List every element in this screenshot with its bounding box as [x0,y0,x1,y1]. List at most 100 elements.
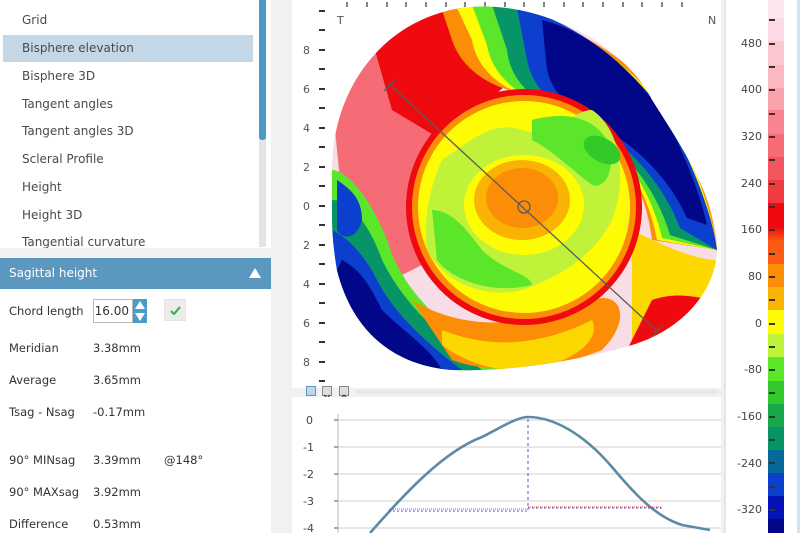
svg-text:-3: -3 [303,495,314,508]
average-value: 3.65mm [93,373,142,387]
tsag-nsag-label: Tsag - Nsag [9,405,75,419]
legend-tick [769,323,775,325]
legend-label-320: 320 [741,130,762,143]
meridian-value: 3.38mm [93,341,142,355]
panel-separator [0,248,271,258]
tsag-nsag-value: -0.17mm [93,405,146,419]
min-sag-label: 90° MINsag [9,453,76,467]
elevation-map[interactable] [292,0,721,388]
legend-label-480: 480 [741,37,762,50]
svg-text:-2: -2 [303,468,314,481]
legend-label-0: 0 [755,317,762,330]
nasal-label: N [708,14,717,27]
legend-tick [769,439,775,441]
legend-tick [769,486,775,488]
collapse-triangle-icon[interactable] [249,268,261,278]
legend-tick [769,19,775,21]
color-bar [768,0,784,533]
color-scale-legend: 480 400 320 240 160 80 0 -80 -160 -240 -… [724,0,800,533]
legend-label-160: 160 [741,223,762,236]
legend-label-neg240: -240 [737,457,762,470]
y-label-4-top: 4 [303,122,310,135]
window-edge [797,0,800,533]
legend-tick [769,206,775,208]
left-panel: Grid Bisphere elevation Bisphere 3D Tang… [0,0,271,533]
elevation-map-panel[interactable]: T N 8 6 4 2 0 2 4 6 8 [292,0,721,388]
stepper-down-icon[interactable] [135,313,145,321]
y-label-2-bottom: 2 [303,239,310,252]
temporal-cross-marker [383,78,397,92]
list-item-height[interactable]: Height [22,180,62,194]
y-label-2-top: 2 [303,161,310,174]
y-label-8-top: 8 [303,44,310,57]
legend-tick [769,509,775,511]
left-ticks [319,10,325,382]
legend-tick [769,416,775,418]
list-scrollbar-thumb[interactable] [259,0,266,140]
profile-curve [369,415,711,533]
list-item-scleral-profile[interactable]: Scleral Profile [22,152,104,166]
average-label: Average [9,373,57,387]
chord-length-label: Chord length [9,304,84,318]
legend-tick [769,113,775,115]
difference-value: 0.53mm [93,517,142,531]
y-label-6-bottom: 6 [303,317,310,330]
temporal-label: T [337,14,344,27]
legend-label-neg320: -320 [737,503,762,516]
contour-map [331,6,718,371]
expand-up-button[interactable] [339,386,349,402]
min-sag-angle: @148° [164,453,204,467]
legend-tick [769,276,775,278]
stepper-up-icon[interactable] [135,301,145,309]
legend-tick [769,66,775,68]
legend-label-neg80: -80 [744,363,762,376]
apex-marker [517,200,531,214]
grid-lines [338,419,721,529]
legend-tick [769,392,775,394]
list-item-grid[interactable]: Grid [22,13,48,27]
list-item-tangent-angles[interactable]: Tangent angles [22,97,113,111]
y-tick-labels: 0 -1 -2 -3 -4 [303,414,314,533]
difference-label: Difference [9,517,69,531]
profile-plot: 0 -1 -2 -3 -4 [303,414,721,533]
max-sag-label: 90° MAXsag [9,485,80,499]
legend-tick [769,299,775,301]
legend-tick [769,369,775,371]
list-item-tangential-curvature[interactable]: Tangential curvature [22,235,146,248]
legend-tick [769,89,775,91]
svg-text:-4: -4 [303,522,314,533]
legend-label-240: 240 [741,177,762,190]
min-sag-value: 3.39mm [93,453,142,467]
legend-tick [769,253,775,255]
list-item-bisphere-elevation[interactable]: Bisphere elevation [3,35,253,62]
collapse-button[interactable] [306,386,316,399]
legend-tick [769,229,775,231]
legend-label-neg160: -160 [737,410,762,423]
y-label-4-bottom: 4 [303,278,310,291]
checkmark-icon [170,306,181,315]
list-item-bisphere-3d[interactable]: Bisphere 3D [22,69,96,83]
svg-text:-1: -1 [303,441,314,454]
sagittal-height-header[interactable]: Sagittal height [0,258,271,289]
chord-length-stepper[interactable] [133,299,147,323]
legend-label-400: 400 [741,83,762,96]
sagittal-height-title: Sagittal height [9,266,98,280]
list-item-height-3d[interactable]: Height 3D [22,208,83,222]
max-sag-value: 3.92mm [93,485,142,499]
svg-text:0: 0 [306,414,313,427]
top-ticks [346,2,683,7]
panel-splitter[interactable] [356,390,718,394]
legend-tick [769,346,775,348]
legend-label-80: 80 [748,270,762,283]
expand-down-button[interactable] [322,386,332,402]
meridian-line [389,84,658,332]
legend-tick [769,136,775,138]
y-label-6-top: 6 [303,83,310,96]
chord-length-input[interactable]: 16.00 [93,299,133,323]
legend-tick [769,159,775,161]
apply-button[interactable] [164,299,186,321]
y-label-0: 0 [303,200,310,213]
legend-tick [769,43,775,45]
list-item-tangent-angles-3d[interactable]: Tangent angles 3D [22,124,134,138]
